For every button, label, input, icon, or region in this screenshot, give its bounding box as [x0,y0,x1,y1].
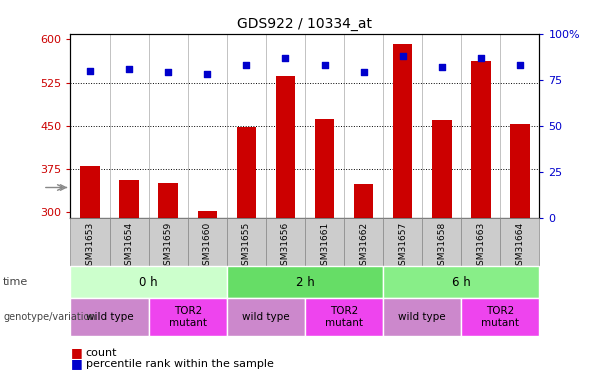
Bar [383,298,462,336]
Point [476,55,485,61]
Bar [462,298,539,336]
Point [281,55,291,61]
Title: GDS922 / 10334_at: GDS922 / 10334_at [237,17,373,32]
Point [359,69,368,75]
Bar [80,166,100,218]
Text: count: count [86,348,117,357]
Text: GSM31653: GSM31653 [86,221,94,271]
Bar [354,184,373,218]
Bar [110,217,149,266]
Point [163,69,173,75]
Bar [70,298,149,336]
Bar [120,180,139,218]
Point [437,64,447,70]
Bar [158,183,178,218]
Bar [149,217,188,266]
Text: wild type: wild type [398,312,446,322]
Bar [383,217,422,266]
Bar [70,266,227,298]
Bar [227,298,305,336]
Text: 6 h: 6 h [452,276,471,289]
Point [124,66,134,72]
Bar [314,119,334,218]
Text: ■: ■ [70,357,82,370]
Bar [422,217,462,266]
Text: GSM31663: GSM31663 [476,221,485,271]
Text: TOR2
mutant: TOR2 mutant [325,306,363,328]
Text: GSM31662: GSM31662 [359,221,368,270]
Bar [393,44,413,218]
Bar [344,217,383,266]
Text: GSM31658: GSM31658 [437,221,446,271]
Text: GSM31659: GSM31659 [164,221,173,271]
Point [319,62,329,68]
Bar [510,124,530,218]
Bar [276,76,295,217]
Text: time: time [3,277,28,287]
Text: TOR2
mutant: TOR2 mutant [169,306,207,328]
Text: GSM31657: GSM31657 [398,221,407,271]
Text: GSM31654: GSM31654 [124,221,134,270]
Point [85,68,95,74]
Bar [462,217,500,266]
Bar [266,217,305,266]
Bar [383,266,539,298]
Text: TOR2
mutant: TOR2 mutant [481,306,519,328]
Bar [305,298,383,336]
Bar [197,211,217,218]
Bar [188,217,227,266]
Text: wild type: wild type [86,312,134,322]
Bar [70,217,110,266]
Bar [471,61,490,217]
Bar [149,298,227,336]
Bar [227,217,266,266]
Text: GSM31661: GSM31661 [320,221,329,271]
Text: ■: ■ [70,346,82,359]
Bar [500,217,539,266]
Bar [305,217,344,266]
Text: 2 h: 2 h [295,276,314,289]
Point [242,62,251,68]
Text: GSM31660: GSM31660 [203,221,211,271]
Point [515,62,525,68]
Point [202,71,212,77]
Text: genotype/variation: genotype/variation [3,312,96,322]
Bar [237,128,256,218]
Text: wild type: wild type [242,312,290,322]
Text: GSM31664: GSM31664 [516,221,524,270]
Text: GSM31656: GSM31656 [281,221,290,271]
Text: percentile rank within the sample: percentile rank within the sample [86,359,273,369]
Text: 0 h: 0 h [139,276,158,289]
Text: GSM31655: GSM31655 [242,221,251,271]
Point [398,53,408,59]
Bar [227,266,383,298]
Bar [432,120,452,218]
